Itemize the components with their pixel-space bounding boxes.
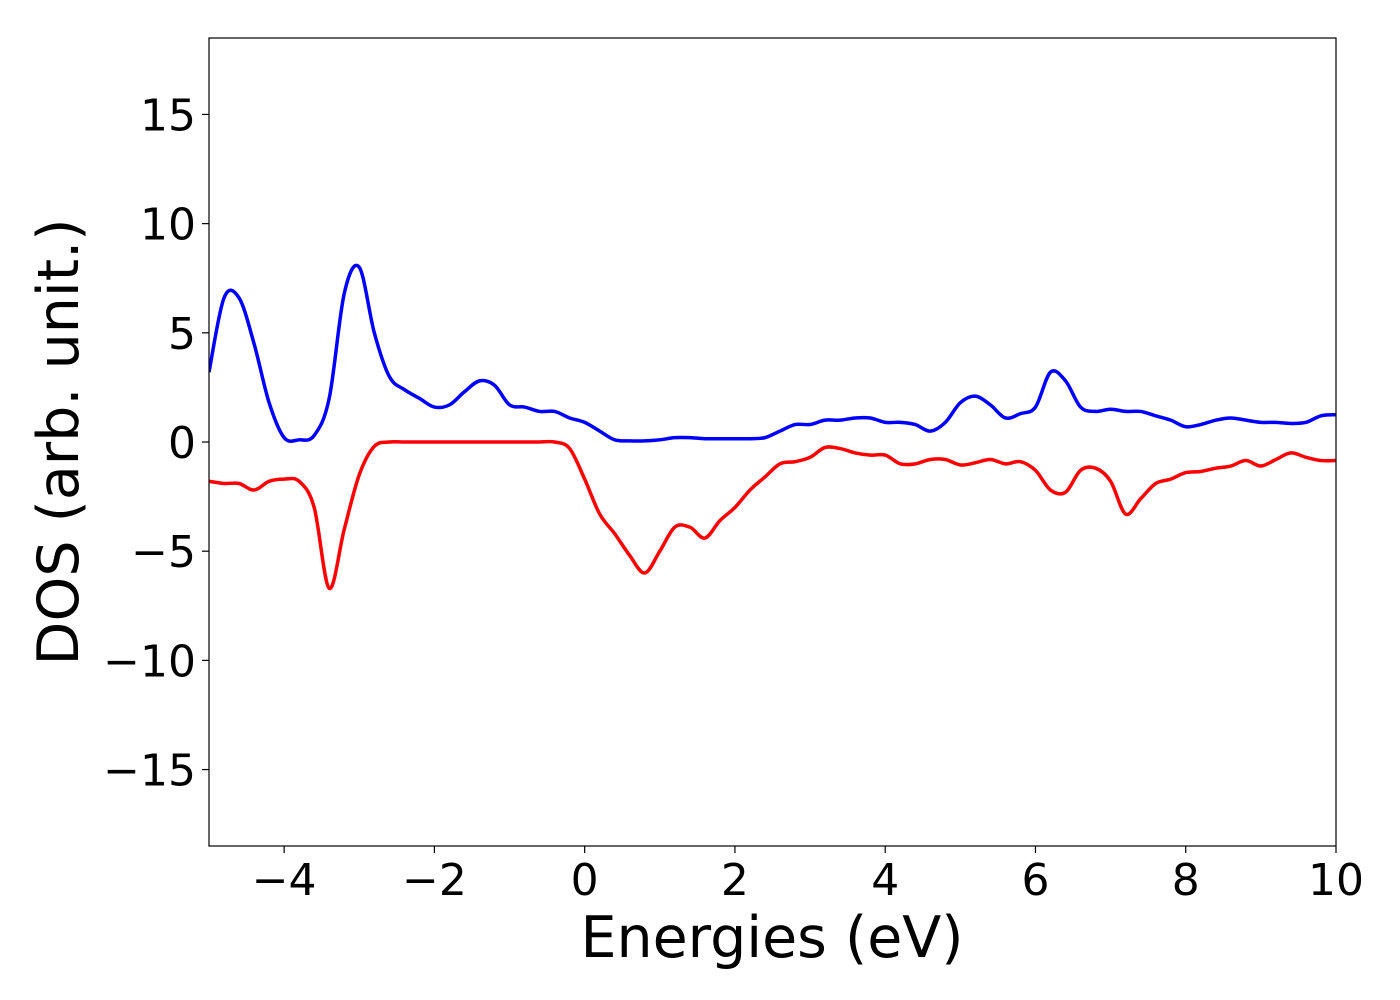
dos-line [209,263,1336,443]
x-tick-label: 10 [1308,855,1364,906]
y-tick-label: −10 [103,636,196,687]
y-axis-label: DOS (arb. unit.) [26,219,92,666]
y-tick-label: 5 [168,309,196,360]
dos-line [209,439,1336,591]
x-tick-label: 4 [871,855,899,906]
y-tick-label: 0 [168,418,196,469]
y-tick-label: 15 [140,90,196,141]
x-tick-label: 6 [1021,855,1049,906]
x-tick-label: 8 [1172,855,1200,906]
x-tick-label: −4 [252,855,317,906]
plot-area [209,263,1336,591]
x-tick-label: −2 [402,855,467,906]
y-tick-label: −15 [103,746,196,797]
x-tick-label: 0 [571,855,599,906]
y-tick-label: −5 [131,527,196,578]
y-tick-label: 10 [140,200,196,251]
x-tick-label: 2 [721,855,749,906]
x-axis-label: Energies (eV) [580,905,963,971]
